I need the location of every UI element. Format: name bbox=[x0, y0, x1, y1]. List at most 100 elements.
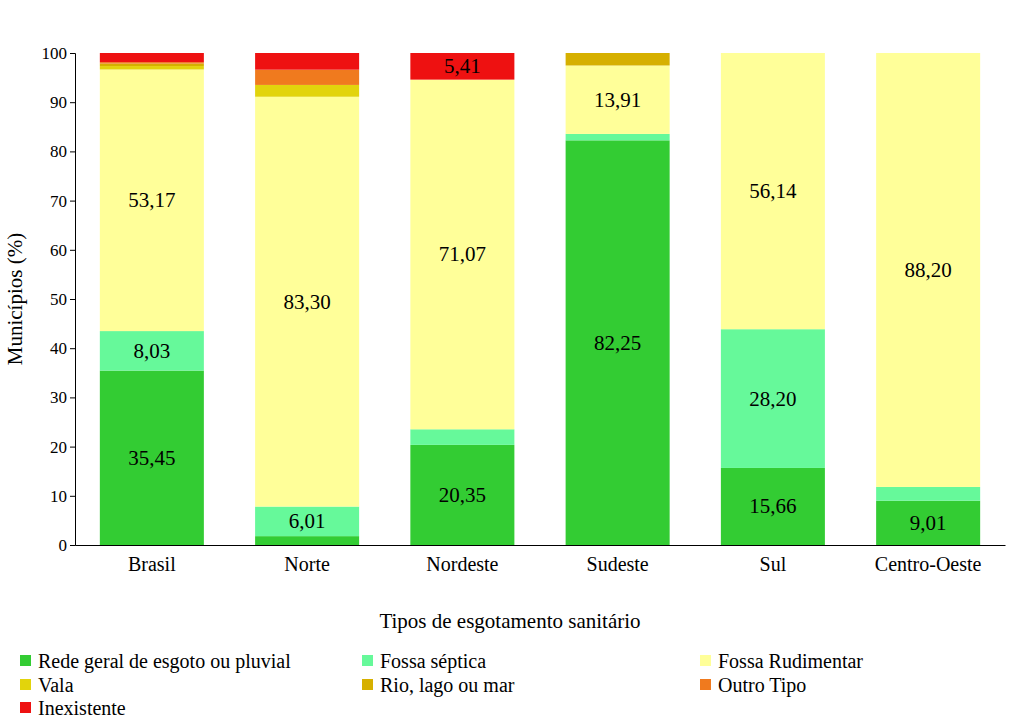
bar-segment bbox=[566, 53, 670, 54]
data-labels: 35,4520,3582,2515,669,018,036,0128,2053,… bbox=[128, 54, 952, 535]
x-tick-label: Sudeste bbox=[587, 553, 649, 575]
legend-label: Outro Tipo bbox=[718, 674, 806, 697]
bar-segment bbox=[721, 53, 825, 54]
bar-segment bbox=[876, 53, 980, 54]
data-label: 71,07 bbox=[439, 242, 486, 266]
bar-segment bbox=[100, 66, 204, 69]
bar-segment bbox=[410, 80, 514, 430]
y-axis-line bbox=[70, 54, 76, 546]
bars bbox=[100, 53, 980, 545]
y-tick-label: 60 bbox=[50, 241, 67, 260]
bar-segment bbox=[566, 140, 670, 545]
bar-segment bbox=[255, 53, 359, 70]
y-tick-label: 30 bbox=[50, 388, 67, 407]
bar-segment bbox=[876, 53, 980, 54]
legend-swatch bbox=[700, 655, 711, 666]
y-tick-label: 80 bbox=[50, 142, 67, 161]
bar-segment bbox=[876, 53, 980, 54]
data-label: 9,01 bbox=[910, 511, 947, 535]
bar-segment bbox=[410, 53, 514, 80]
x-tick: Nordeste bbox=[426, 545, 498, 575]
data-label: 8,03 bbox=[133, 339, 170, 363]
x-tick: Norte bbox=[284, 545, 330, 575]
legend-label: Vala bbox=[38, 674, 74, 696]
bar-segment bbox=[255, 536, 359, 545]
y-tick: 80 bbox=[50, 142, 75, 161]
y-tick-mark bbox=[70, 397, 75, 398]
y-tick-label: 90 bbox=[50, 93, 67, 112]
y-tick: 100 bbox=[42, 44, 76, 63]
y-tick-mark bbox=[70, 250, 75, 251]
y-tick: 60 bbox=[50, 241, 75, 260]
y-tick: 90 bbox=[50, 93, 75, 112]
legend-swatch bbox=[20, 679, 31, 690]
y-tick-label: 0 bbox=[59, 536, 68, 555]
legend-item: Fossa Rudimentar bbox=[700, 650, 863, 672]
y-tick: 0 bbox=[59, 536, 76, 555]
y-tick-label: 40 bbox=[50, 339, 67, 358]
data-label: 28,20 bbox=[749, 387, 796, 411]
legend-swatch bbox=[700, 679, 711, 690]
x-tick: Sul bbox=[760, 545, 787, 575]
x-tick: Centro-Oeste bbox=[875, 545, 982, 575]
bar-segment bbox=[255, 507, 359, 537]
legend-item: Rede geral de esgoto ou pluvial bbox=[20, 650, 291, 673]
x-axis: Brasil Norte Nordeste Sudeste Sul Centro-Oest… bbox=[76, 545, 1006, 575]
bar-segment bbox=[410, 429, 514, 445]
bar-segment bbox=[566, 53, 670, 65]
x-axis-line bbox=[76, 545, 1006, 546]
legend-item: Rio, lago ou mar bbox=[362, 674, 515, 697]
x-axis-title: Tipos de esgotamento sanitário bbox=[379, 609, 640, 633]
y-tick-label: 100 bbox=[42, 44, 68, 63]
x-tick-label: Sul bbox=[760, 553, 787, 575]
legend-label: Inexistente bbox=[38, 697, 126, 719]
legend-item: Vala bbox=[20, 674, 74, 696]
x-tick: Sudeste bbox=[587, 545, 649, 575]
bar-segment bbox=[721, 468, 825, 545]
y-tick-mark bbox=[70, 102, 75, 103]
y-tick-label: 10 bbox=[50, 487, 67, 506]
bar-segment bbox=[721, 53, 825, 54]
y-tick-label: 20 bbox=[50, 438, 67, 457]
y-tick: 50 bbox=[50, 290, 75, 309]
x-tick-label: Centro-Oeste bbox=[875, 553, 982, 575]
y-tick: 10 bbox=[50, 487, 75, 506]
legend-item: Outro Tipo bbox=[700, 674, 806, 697]
legend-item: Fossa séptica bbox=[362, 650, 486, 673]
bar-segment bbox=[100, 69, 204, 331]
bar-segment bbox=[100, 53, 204, 62]
y-tick-label: 50 bbox=[50, 290, 67, 309]
legend-swatch bbox=[362, 655, 373, 666]
bar-segment bbox=[566, 65, 670, 133]
bar-segment bbox=[100, 331, 204, 371]
bar-segment bbox=[721, 53, 825, 54]
y-axis: 0 10 20 30 40 50 60 70 80 90 100 bbox=[42, 44, 76, 555]
legend-label: Rio, lago ou mar bbox=[380, 674, 515, 697]
y-tick: 70 bbox=[50, 192, 75, 211]
legend-swatch bbox=[20, 655, 31, 666]
bar-segment bbox=[100, 371, 204, 545]
data-label: 56,14 bbox=[749, 179, 797, 203]
x-tick: Brasil bbox=[128, 545, 176, 575]
bar-segment bbox=[876, 53, 980, 54]
y-tick-mark bbox=[70, 496, 75, 497]
data-label: 20,35 bbox=[439, 483, 486, 507]
y-tick-mark bbox=[70, 348, 75, 349]
chart: 35,4520,3582,2515,669,018,036,0128,2053,… bbox=[0, 0, 1024, 719]
legend-item: Inexistente bbox=[20, 697, 126, 719]
y-tick-mark bbox=[70, 53, 75, 54]
bar-segment bbox=[721, 53, 825, 329]
y-tick-mark bbox=[70, 447, 75, 448]
y-tick: 30 bbox=[50, 388, 75, 407]
y-axis-title: Municípios (%) bbox=[3, 233, 27, 365]
bar-segment bbox=[876, 501, 980, 545]
data-label: 83,30 bbox=[283, 290, 330, 314]
data-label: 13,91 bbox=[594, 88, 641, 112]
y-tick-mark bbox=[70, 201, 75, 202]
x-tick-label: Brasil bbox=[128, 553, 176, 575]
bar-segment bbox=[255, 85, 359, 97]
y-tick: 20 bbox=[50, 438, 75, 457]
data-label: 82,25 bbox=[594, 331, 641, 355]
legend: Rede geral de esgoto ou pluvial Fossa sép… bbox=[20, 650, 863, 719]
data-label: 53,17 bbox=[128, 188, 175, 212]
